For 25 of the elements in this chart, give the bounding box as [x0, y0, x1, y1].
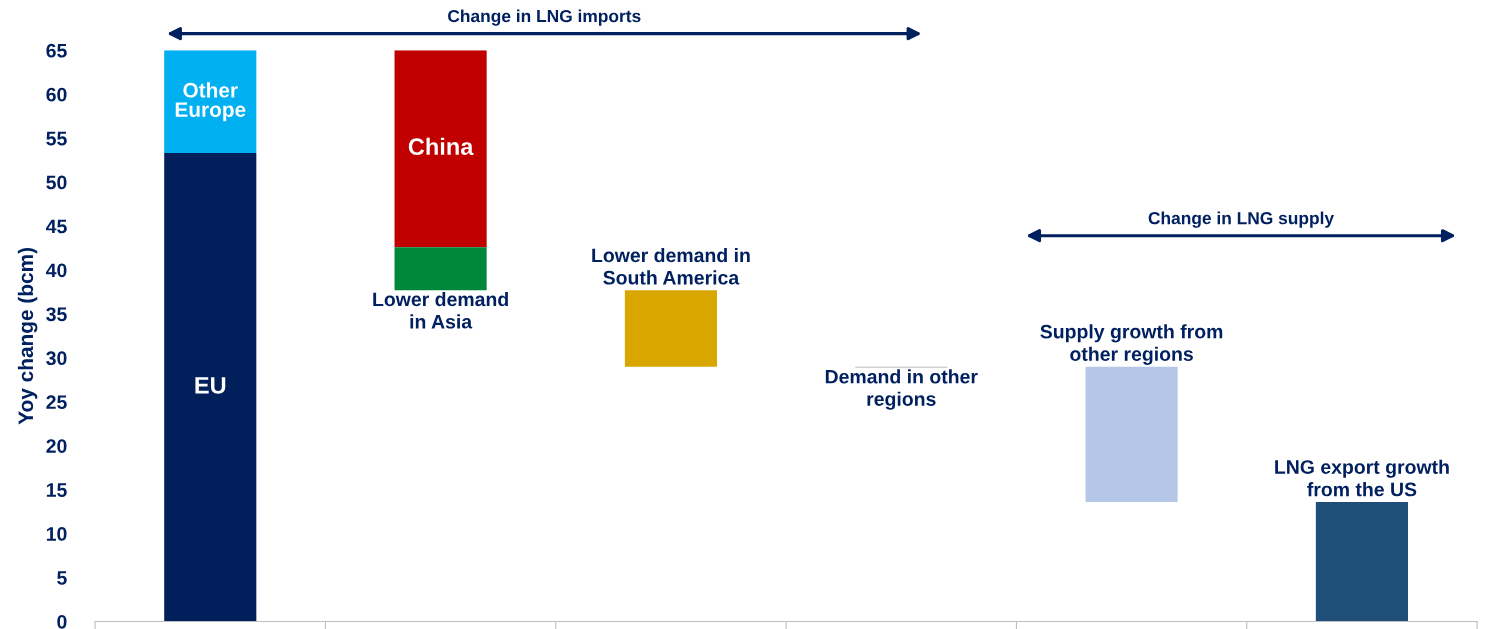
- annotation: Change in LNG supply: [1148, 211, 1334, 228]
- annotation: Demand in other regions: [825, 369, 978, 410]
- y-tick-label: 0: [57, 614, 67, 629]
- series-label: Other Europe: [175, 82, 246, 122]
- y-tick-label: 35: [46, 307, 67, 322]
- y-tick-label: 50: [46, 175, 67, 190]
- y-tick-label: 60: [46, 87, 67, 102]
- y-tick-label: 5: [57, 571, 67, 585]
- y-tick-label: 55: [46, 131, 67, 146]
- series-label: China: [408, 137, 474, 156]
- annotation: LNG export growth from the US: [1275, 459, 1449, 497]
- y-tick-label: 25: [46, 395, 67, 410]
- annotation: Lower demand in South America: [592, 247, 750, 285]
- y-tick-label: 65: [46, 43, 67, 58]
- y-tick-label: 30: [46, 351, 67, 366]
- y-tick-label: 20: [46, 439, 67, 453]
- annotation: Supply growth from other regions: [1040, 324, 1223, 365]
- y-tick-label: 10: [46, 527, 67, 541]
- y-axis-title: Yoy change (bcm): [17, 247, 38, 425]
- series-label: EU: [195, 377, 226, 394]
- annotation: Lower demand in Asia: [373, 291, 508, 329]
- y-tick-label: 40: [46, 263, 67, 278]
- text: Change in LNG imports: [448, 9, 641, 26]
- y-tick-label: 15: [46, 483, 67, 497]
- y-tick-label: 45: [46, 219, 67, 234]
